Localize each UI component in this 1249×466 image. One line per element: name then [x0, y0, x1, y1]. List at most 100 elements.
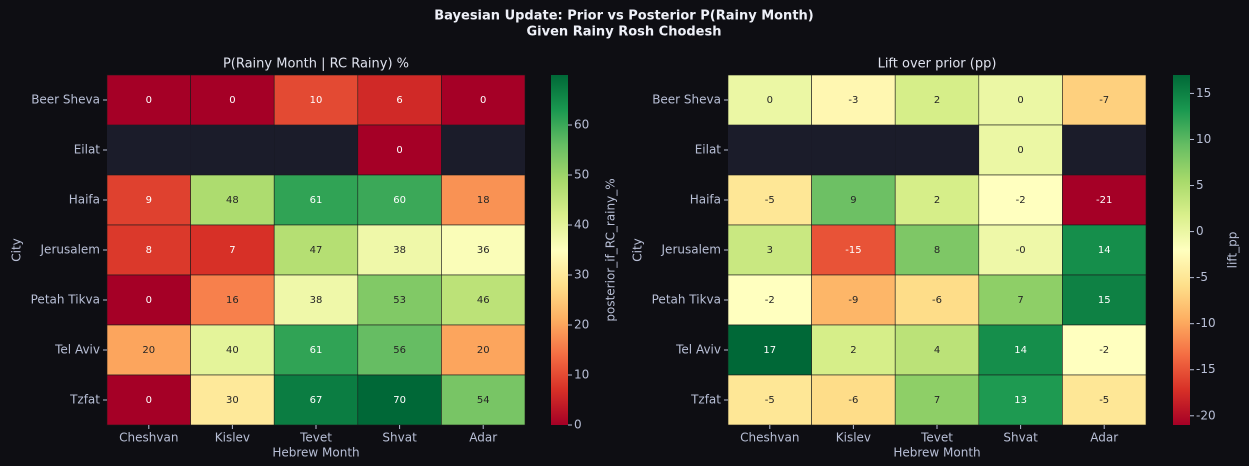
colorbar-tick-label: -5: [1196, 270, 1208, 284]
cell: [727, 374, 812, 426]
cell: [273, 274, 359, 326]
cell: [106, 224, 191, 276]
cell-label: 0: [1017, 95, 1023, 106]
cell-label: 70: [393, 395, 406, 406]
cell-label: 0: [229, 95, 235, 106]
cell-label: 0: [1017, 145, 1023, 156]
cell: [894, 324, 980, 376]
y-tick-label: Petah Tikva: [31, 293, 100, 307]
cell: [894, 374, 980, 426]
x-axis-label: Hebrew Month: [893, 446, 980, 460]
y-tick-label: Tzfat: [69, 393, 100, 407]
cell: [978, 74, 1063, 126]
colorbar-label: posterior_if_RC_rainy_%: [604, 178, 618, 321]
colorbar-tick-label: 5: [1196, 178, 1204, 192]
cell-label: 9: [146, 195, 152, 206]
y-tick-label: Haifa: [69, 193, 100, 207]
cell: [811, 174, 896, 226]
cell-label: 10: [310, 95, 323, 106]
cell-label: 67: [310, 395, 323, 406]
x-tick-label: Shvat: [1003, 431, 1038, 445]
cell-label: 20: [477, 345, 490, 356]
colorbar-tick-label: -20: [1196, 408, 1216, 422]
cell: [357, 274, 442, 326]
y-tick-label: Tel Aviv: [675, 343, 721, 357]
cell-label: 54: [477, 395, 490, 406]
cell-label: 20: [142, 345, 155, 356]
cell-label: 9: [850, 195, 856, 206]
colorbar-tick-label: 20: [574, 318, 589, 332]
cell-label: 14: [1014, 345, 1027, 356]
cell: [106, 274, 191, 326]
x-tick-label: Tevet: [920, 431, 953, 445]
axis-title: P(Rainy Month | RC Rainy) %: [223, 57, 409, 72]
figure-subtitle: Given Rainy Rosh Chodesh: [527, 25, 722, 40]
cell-label: 0: [396, 145, 402, 156]
cell: [978, 224, 1063, 276]
colorbar-tick-label: -15: [1196, 362, 1216, 376]
empty-cell: [895, 125, 979, 175]
cell: [441, 274, 526, 326]
colorbar: [1173, 75, 1190, 425]
cell: [190, 174, 275, 226]
colorbar-tick-label: 10: [574, 368, 589, 382]
cell: [441, 224, 526, 276]
colorbar-tick-label: 15: [1196, 86, 1211, 100]
cell-label: 7: [229, 245, 235, 256]
cell-label: -7: [1099, 95, 1109, 106]
colorbar-tick-label: 50: [574, 168, 589, 182]
y-tick-label: Tzfat: [690, 393, 721, 407]
cell: [978, 324, 1063, 376]
cell: [441, 324, 526, 376]
cell-label: -6: [932, 295, 942, 306]
cell: [811, 274, 896, 326]
cell-label: 7: [934, 395, 940, 406]
cell-label: -9: [848, 295, 858, 306]
cell: [357, 124, 442, 176]
cell: [441, 374, 526, 426]
cell-label: -2: [765, 295, 775, 306]
empty-cell: [728, 125, 812, 175]
cell-label: 3: [767, 245, 773, 256]
figure-title: Bayesian Update: Prior vs Posterior P(Ra…: [434, 9, 813, 24]
cell: [190, 324, 275, 376]
cell-label: 0: [480, 95, 486, 106]
cell: [357, 74, 442, 126]
x-tick-label: Cheshvan: [119, 431, 178, 445]
colorbar-tick-label: 30: [574, 268, 589, 282]
cell: [978, 374, 1063, 426]
cell-label: 16: [226, 295, 239, 306]
cell: [811, 374, 896, 426]
cell-label: 13: [1014, 395, 1027, 406]
colorbar-tick-label: -10: [1196, 316, 1216, 330]
cell: [441, 74, 526, 126]
cell-label: 0: [146, 95, 152, 106]
y-tick-label: Haifa: [690, 193, 721, 207]
cell: [106, 74, 191, 126]
cell-label: -5: [1099, 395, 1109, 406]
cell: [1062, 274, 1147, 326]
cell-label: 61: [310, 195, 323, 206]
cell: [190, 224, 275, 276]
y-axis-label: City: [10, 238, 24, 262]
empty-cell: [1062, 125, 1146, 175]
cell-label: 2: [850, 345, 856, 356]
cell: [811, 224, 896, 276]
cell-label: 18: [477, 195, 490, 206]
cell-label: 2: [934, 95, 940, 106]
cell: [273, 74, 359, 126]
empty-cell: [811, 125, 896, 175]
x-tick-label: Kislev: [215, 431, 250, 445]
cell-label: 0: [767, 95, 773, 106]
x-axis-label: Hebrew Month: [272, 446, 359, 460]
y-tick-label: Jerusalem: [661, 243, 721, 257]
cell-label: 30: [226, 395, 239, 406]
y-tick-label: Beer Sheva: [652, 93, 721, 107]
cell: [190, 74, 275, 126]
y-tick-label: Jerusalem: [40, 243, 100, 257]
cell-label: -5: [765, 195, 775, 206]
x-tick-label: Adar: [469, 431, 497, 445]
cell-label: 6: [396, 95, 402, 106]
y-tick-label: Petah Tikva: [652, 293, 721, 307]
